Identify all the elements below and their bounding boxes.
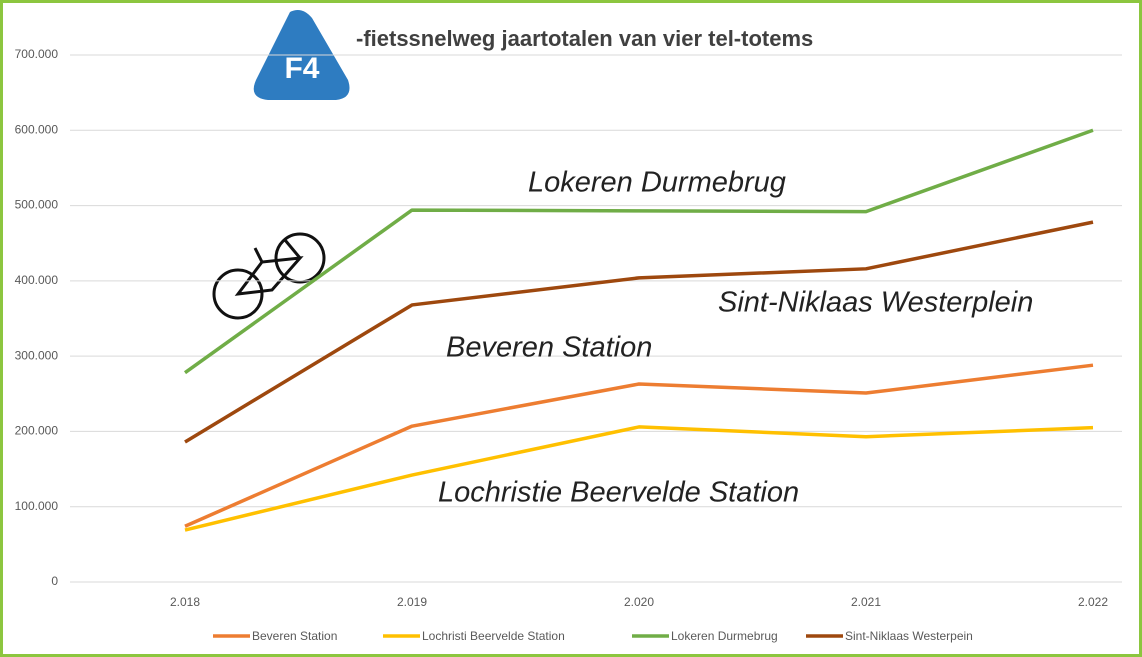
chart: F4 -fietssnelweg jaartotalen van vier te… xyxy=(0,0,1142,657)
frame xyxy=(2,2,1141,656)
x-tick-label: 2.019 xyxy=(397,595,427,609)
y-tick-label: 400.000 xyxy=(15,273,59,287)
annotation: Sint-Niklaas Westerplein xyxy=(718,287,1033,319)
legend-label: Lokeren Durmebrug xyxy=(671,629,778,643)
annotation: Lochristie Beervelde Station xyxy=(438,477,799,509)
annotation: Beveren Station xyxy=(446,332,652,364)
annotation: Lokeren Durmebrug xyxy=(528,167,786,199)
legend-label: Sint-Niklaas Westerpein xyxy=(845,629,973,643)
x-tick-label: 2.018 xyxy=(170,595,200,609)
y-tick-label: 0 xyxy=(51,574,58,588)
x-tick-label: 2.022 xyxy=(1078,595,1108,609)
y-tick-label: 600.000 xyxy=(15,122,59,136)
logo-text: F4 xyxy=(284,52,319,85)
legend-label: Beveren Station xyxy=(252,629,337,643)
x-tick-label: 2.020 xyxy=(624,595,654,609)
y-tick-label: 200.000 xyxy=(15,424,59,438)
chart-title: -fietssnelweg jaartotalen van vier tel-t… xyxy=(356,26,813,51)
y-tick-label: 300.000 xyxy=(15,348,59,362)
x-tick-label: 2.021 xyxy=(851,595,881,609)
page: F4 -fietssnelweg jaartotalen van vier te… xyxy=(0,0,1142,657)
y-tick-label: 100.000 xyxy=(15,499,59,513)
legend-label: Lochristi Beervelde Station xyxy=(422,629,565,643)
y-tick-label: 500.000 xyxy=(15,198,59,212)
y-tick-label: 700.000 xyxy=(15,47,59,61)
